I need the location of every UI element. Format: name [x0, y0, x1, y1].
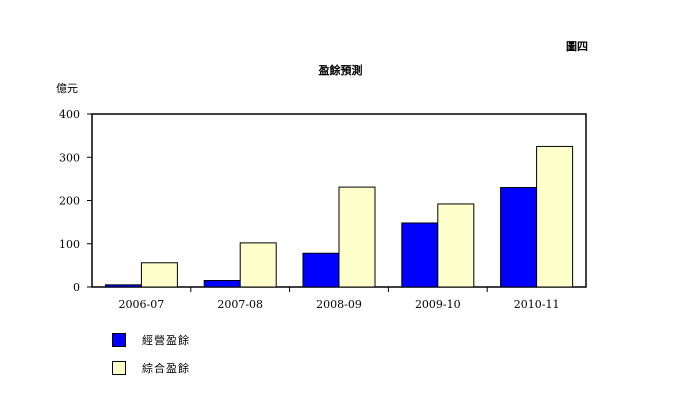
bar-operating-2006-07 [104, 284, 142, 288]
y-tick-label: 0 [73, 281, 80, 294]
bar-operating-2007-08 [203, 280, 241, 288]
chart-title: 盈餘預測 [318, 64, 363, 77]
y-axis-unit-label: 億元 [56, 82, 78, 95]
x-tick-label: 2008-09 [316, 298, 362, 311]
legend-label-operating-surplus: 經營盈餘 [142, 334, 190, 347]
legend-swatch-operating-surplus [112, 333, 126, 347]
legend-item-operating-surplus: 經營盈餘 [112, 332, 190, 348]
x-tick-label: 2007-08 [217, 298, 263, 311]
x-tick-label: 2006-07 [119, 298, 165, 311]
x-tick-label: 2009-10 [415, 298, 461, 311]
y-tick-label: 300 [59, 151, 80, 164]
bar-consolidated-2007-08 [239, 242, 277, 288]
bar-consolidated-2009-10 [437, 203, 475, 288]
bar-consolidated-2010-11 [536, 145, 574, 288]
legend-item-consolidated-surplus: 綜合盈餘 [112, 360, 190, 376]
bar-consolidated-2006-07 [140, 262, 178, 288]
y-tick-label: 100 [59, 238, 80, 251]
bar-operating-2010-11 [500, 187, 538, 288]
x-tick-label: 2010-11 [514, 298, 560, 311]
y-tick-label: 200 [59, 195, 80, 208]
figure-label: 圖四 [566, 40, 588, 53]
legend-swatch-consolidated-surplus [112, 361, 126, 375]
bar-operating-2009-10 [401, 222, 439, 288]
legend-label-consolidated-surplus: 綜合盈餘 [142, 362, 190, 375]
bar-operating-2008-09 [302, 252, 340, 288]
y-tick-label: 400 [59, 108, 80, 121]
bar-consolidated-2008-09 [338, 186, 376, 288]
